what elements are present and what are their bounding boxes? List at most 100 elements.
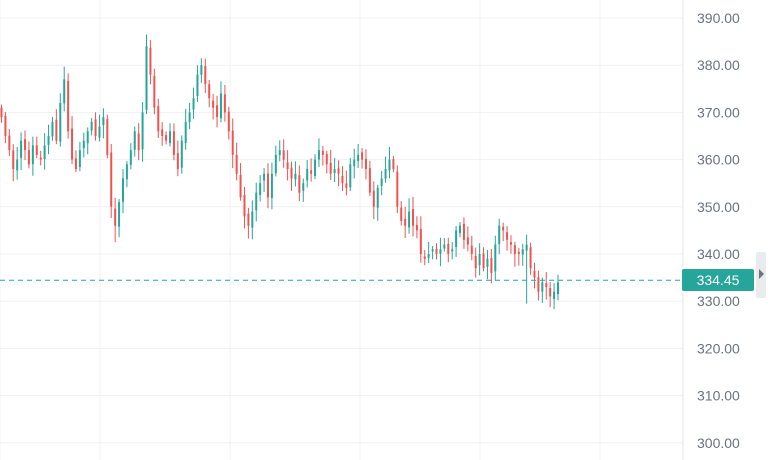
candle-body: [549, 287, 552, 297]
candle-body: [333, 169, 336, 174]
candle: [353, 148, 356, 179]
candle-body: [98, 126, 101, 138]
candle-body: [486, 258, 489, 267]
candle-body: [227, 111, 230, 132]
candle: [141, 102, 144, 162]
candle-body: [82, 140, 85, 149]
candle: [545, 272, 548, 300]
candle-body: [24, 139, 27, 151]
candle-body: [361, 152, 364, 160]
y-tick-label: 340.00: [697, 246, 740, 262]
candle-body: [106, 119, 109, 155]
candle-body: [388, 159, 391, 171]
candle-body: [110, 152, 113, 207]
candle-body: [192, 98, 195, 110]
candle: [317, 138, 320, 167]
candle: [188, 102, 191, 130]
candle: [149, 40, 152, 85]
candle: [529, 242, 532, 275]
expand-arrow-icon[interactable]: [759, 269, 764, 279]
candle: [345, 170, 348, 196]
candle-body: [368, 168, 371, 193]
candle: [255, 182, 258, 222]
candle: [368, 160, 371, 196]
candle: [321, 146, 324, 166]
candle: [541, 277, 544, 303]
candle-body: [259, 183, 262, 196]
candle-body: [204, 66, 207, 85]
candle-body: [415, 224, 418, 231]
candle-body: [219, 93, 222, 119]
candle: [278, 140, 281, 162]
candle: [102, 108, 105, 139]
candle: [110, 144, 113, 218]
candle: [247, 207, 250, 239]
candle-body: [35, 145, 38, 155]
candle: [94, 112, 97, 141]
candle-body: [263, 173, 266, 181]
candle-body: [78, 150, 81, 167]
candle-body: [466, 237, 469, 245]
candle-body: [455, 230, 458, 247]
candle: [78, 141, 81, 172]
candle-body: [557, 282, 559, 295]
candle: [498, 218, 501, 255]
candle-body: [439, 249, 442, 254]
candle: [423, 250, 426, 266]
candle-body: [423, 256, 426, 259]
candle: [408, 198, 411, 234]
candle-body: [553, 291, 556, 299]
candle: [376, 184, 379, 221]
candle: [470, 235, 473, 261]
candle-body: [51, 121, 54, 137]
candle: [137, 123, 140, 161]
candle: [219, 81, 222, 123]
candle: [462, 217, 465, 249]
candle: [333, 157, 336, 183]
candle: [125, 161, 128, 188]
candle: [231, 118, 234, 169]
candle-body: [431, 249, 434, 252]
candle-body: [63, 79, 66, 104]
candle-body: [176, 153, 179, 170]
candle-body: [102, 117, 105, 126]
candle-body: [200, 65, 203, 75]
candle-body: [314, 159, 317, 177]
candle: [294, 161, 297, 187]
candle-body: [321, 150, 324, 155]
candle-body: [137, 133, 140, 151]
y-tick-label: 330.00: [697, 293, 740, 309]
candle-body: [337, 168, 340, 174]
candle: [439, 237, 442, 267]
candle: [169, 123, 172, 147]
candle: [67, 73, 70, 139]
candle: [118, 199, 121, 238]
candle-body: [67, 80, 70, 132]
candle-body: [310, 170, 313, 174]
candle-body: [251, 211, 254, 228]
candle-body: [349, 164, 352, 188]
y-tick-label: 380.00: [697, 57, 740, 73]
candle-body: [529, 247, 532, 269]
candle-body: [517, 251, 520, 254]
candle-body: [86, 131, 89, 144]
candle-body: [521, 249, 524, 255]
candle: [180, 135, 183, 174]
y-tick-label: 320.00: [697, 340, 740, 356]
candle: [349, 158, 352, 192]
y-tick-label: 360.00: [697, 152, 740, 168]
candle-body: [188, 112, 191, 123]
candle: [208, 79, 211, 108]
grid-layer: [0, 0, 683, 460]
candle-body: [196, 74, 199, 96]
candle-body: [427, 254, 430, 258]
candle-body: [364, 158, 367, 170]
candle-body: [345, 183, 348, 188]
candle-body: [255, 192, 258, 211]
candle-body: [90, 121, 93, 131]
candle-body: [59, 102, 62, 142]
candle: [4, 112, 7, 144]
candle-body: [12, 150, 15, 170]
